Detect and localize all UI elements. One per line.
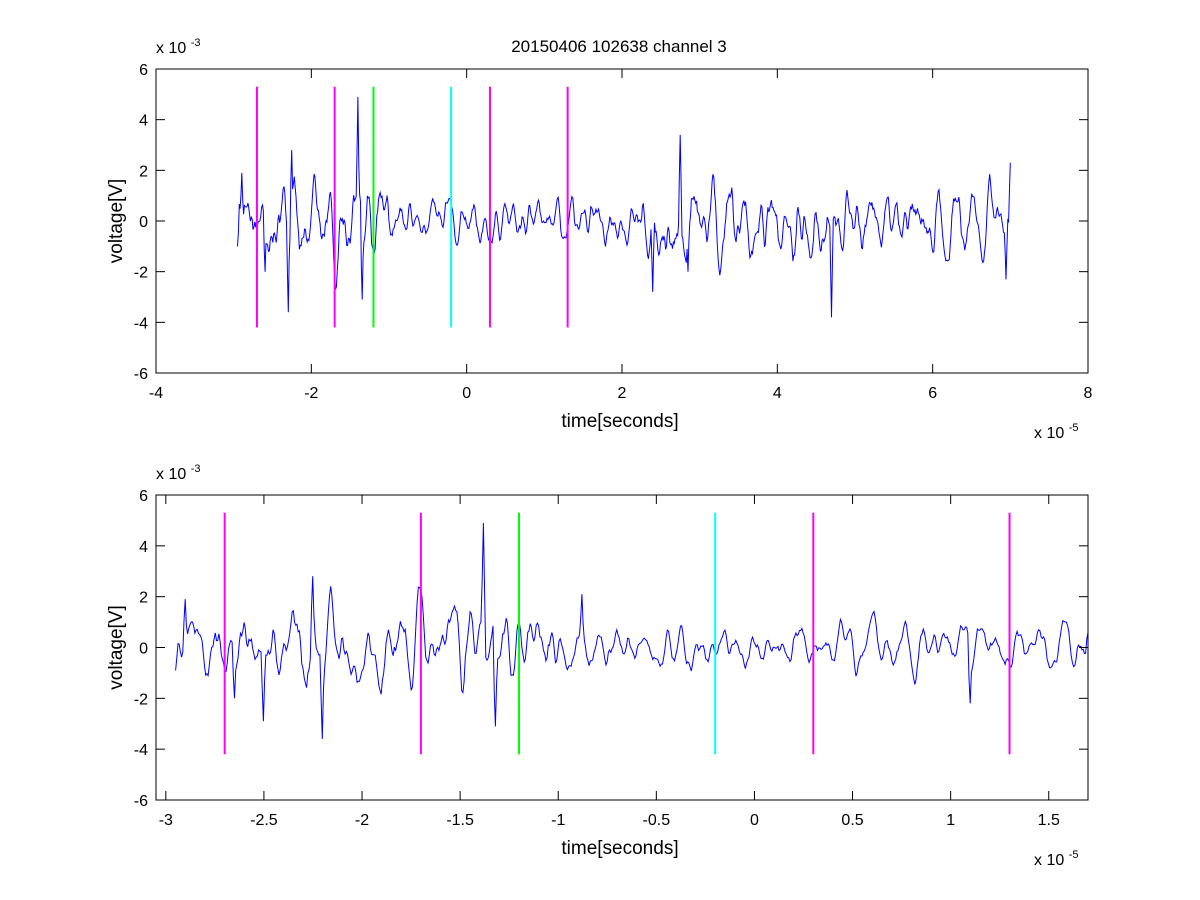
x-tick-label: 0: [462, 385, 471, 402]
x-tick-label: -2: [304, 385, 318, 402]
y-tick-label: 0: [139, 641, 148, 658]
x-tick-label: -2: [355, 812, 369, 829]
x-tick-label: -0.5: [643, 812, 671, 829]
voltage-trace: [175, 522, 1089, 740]
x-tick-label: -2.5: [250, 812, 278, 829]
x-tick-label: 4: [773, 385, 782, 402]
y-tick-label: 6: [139, 488, 148, 505]
y-tick-label: -6: [134, 366, 148, 383]
y-tick-label: 4: [139, 113, 148, 130]
voltage-trace: [237, 96, 1011, 318]
y-tick-label: 6: [139, 62, 148, 79]
y-tick-label: -2: [134, 265, 148, 282]
y-tick-label: -4: [134, 742, 148, 759]
x-tick-label: 1.5: [1038, 812, 1060, 829]
x-tick-label: 8: [1084, 385, 1093, 402]
bottom-plot: -6 -4 -2 0 2 4 6 -3 -2.5 -2 -1.5 -1 -0.5 0 0.5 1 1.5 time…: [106, 463, 1089, 869]
x-tick-label: -3: [159, 812, 173, 829]
y-tick-label: 2: [139, 163, 148, 180]
x-exponent-label: x 10 -5: [1034, 849, 1078, 869]
x-tick-label: -4: [149, 385, 163, 402]
x-tick-label: 0.5: [841, 812, 863, 829]
y-axis-label: voltage[V]: [106, 605, 127, 690]
x-tick-label: 6: [928, 385, 937, 402]
y-axis-label: voltage[V]: [106, 179, 127, 264]
x-tick-label: 2: [618, 385, 627, 402]
x-exponent-label: x 10 -5: [1034, 422, 1078, 442]
y-tick-label: -4: [134, 315, 148, 332]
y-tick-label: -6: [134, 793, 148, 810]
figure-title: 20150406 102638 channel 3: [511, 37, 727, 56]
y-exponent-label: x 10 -3: [156, 463, 200, 483]
plot-area: [156, 69, 1088, 373]
y-tick-label: 2: [139, 590, 148, 607]
x-tick-label: -1: [551, 812, 565, 829]
x-axis-label: time[seconds]: [561, 411, 678, 432]
x-tick-label: 1: [946, 812, 955, 829]
y-tick-label: -2: [134, 691, 148, 708]
y-exponent-label: x 10 -3: [156, 37, 200, 57]
x-axis-label: time[seconds]: [561, 838, 678, 859]
x-tick-label: 0: [750, 812, 759, 829]
x-tick-label: -1.5: [446, 812, 474, 829]
y-tick-label: 0: [139, 214, 148, 231]
y-tick-label: 4: [139, 539, 148, 556]
